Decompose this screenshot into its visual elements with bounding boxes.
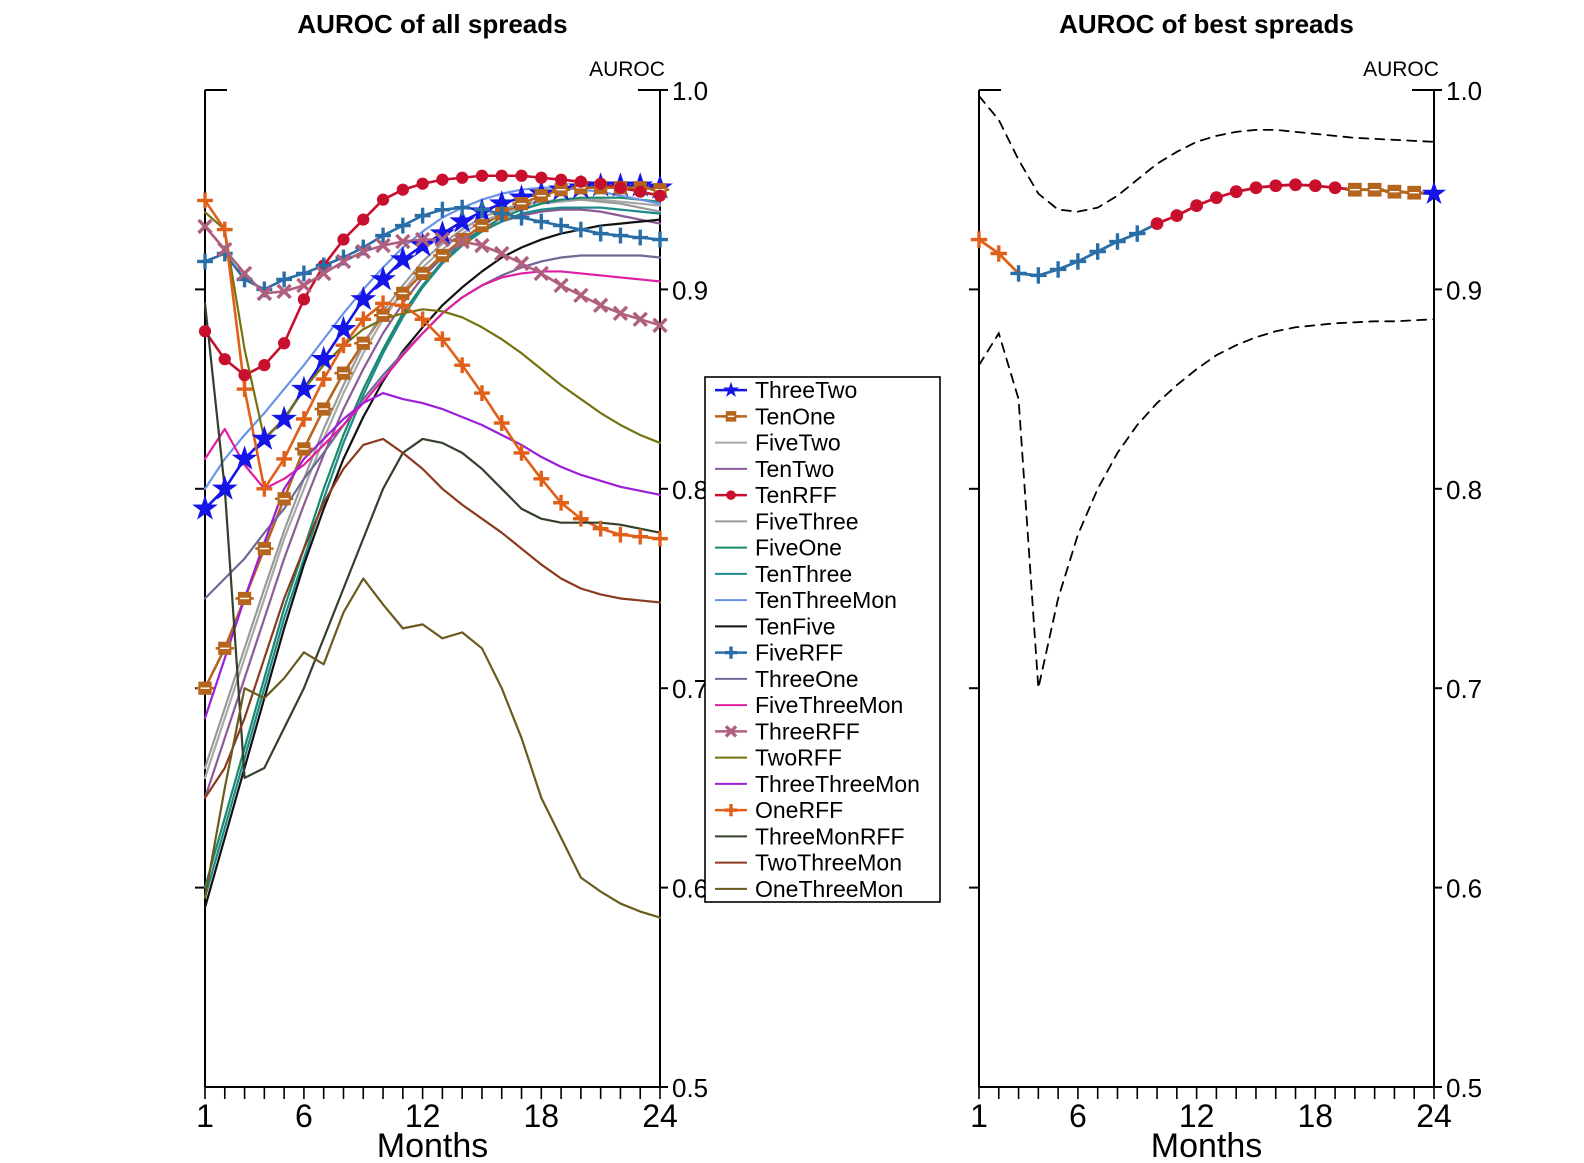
svg-text:Months: Months (377, 1127, 489, 1158)
svg-text:1: 1 (970, 1098, 988, 1134)
svg-text:0.9: 0.9 (1446, 275, 1482, 305)
svg-text:0.7: 0.7 (672, 674, 708, 704)
svg-text:ThreeMonRFF: ThreeMonRFF (755, 823, 905, 849)
svg-text:OneThreeMon: OneThreeMon (755, 876, 903, 902)
svg-text:24: 24 (1416, 1098, 1452, 1134)
svg-text:TenThree: TenThree (755, 561, 852, 587)
svg-text:OneRFF: OneRFF (755, 797, 843, 823)
svg-text:TenTwo: TenTwo (755, 456, 834, 482)
svg-text:ThreeThreeMon: ThreeThreeMon (755, 771, 920, 797)
svg-text:1.0: 1.0 (672, 76, 708, 106)
svg-text:18: 18 (1298, 1098, 1334, 1134)
svg-text:FiveThree: FiveThree (755, 508, 859, 534)
svg-text:FiveRFF: FiveRFF (755, 640, 843, 666)
svg-text:AUROC: AUROC (1363, 58, 1439, 81)
svg-text:FiveTwo: FiveTwo (755, 430, 841, 456)
svg-text:0.6: 0.6 (1446, 874, 1482, 904)
svg-text:AUROC of all spreads: AUROC of all spreads (297, 9, 567, 39)
svg-text:AUROC: AUROC (589, 58, 665, 81)
svg-text:ThreeTwo: ThreeTwo (755, 377, 857, 403)
svg-text:ThreeOne: ThreeOne (755, 666, 859, 692)
svg-text:0.9: 0.9 (672, 275, 708, 305)
svg-text:AUROC of best spreads: AUROC of best spreads (1059, 9, 1354, 39)
svg-text:TenThreeMon: TenThreeMon (755, 587, 897, 613)
svg-text:Months: Months (1151, 1127, 1263, 1158)
svg-text:TwoThreeMon: TwoThreeMon (755, 850, 902, 876)
svg-text:0.8: 0.8 (672, 475, 708, 505)
svg-text:FiveOne: FiveOne (755, 535, 842, 561)
svg-text:6: 6 (295, 1098, 313, 1134)
svg-text:24: 24 (642, 1098, 678, 1134)
svg-text:0.6: 0.6 (672, 874, 708, 904)
svg-text:ThreeRFF: ThreeRFF (755, 718, 860, 744)
svg-text:FiveThreeMon: FiveThreeMon (755, 692, 903, 718)
svg-text:TenOne: TenOne (755, 403, 836, 429)
svg-text:1.0: 1.0 (1446, 76, 1482, 106)
svg-text:18: 18 (524, 1098, 560, 1134)
svg-text:0.8: 0.8 (1446, 475, 1482, 505)
svg-text:0.7: 0.7 (1446, 674, 1482, 704)
svg-text:TenRFF: TenRFF (755, 482, 837, 508)
svg-text:TenFive: TenFive (755, 613, 836, 639)
svg-text:6: 6 (1069, 1098, 1087, 1134)
svg-text:1: 1 (196, 1098, 214, 1134)
svg-text:TwoRFF: TwoRFF (755, 745, 842, 771)
